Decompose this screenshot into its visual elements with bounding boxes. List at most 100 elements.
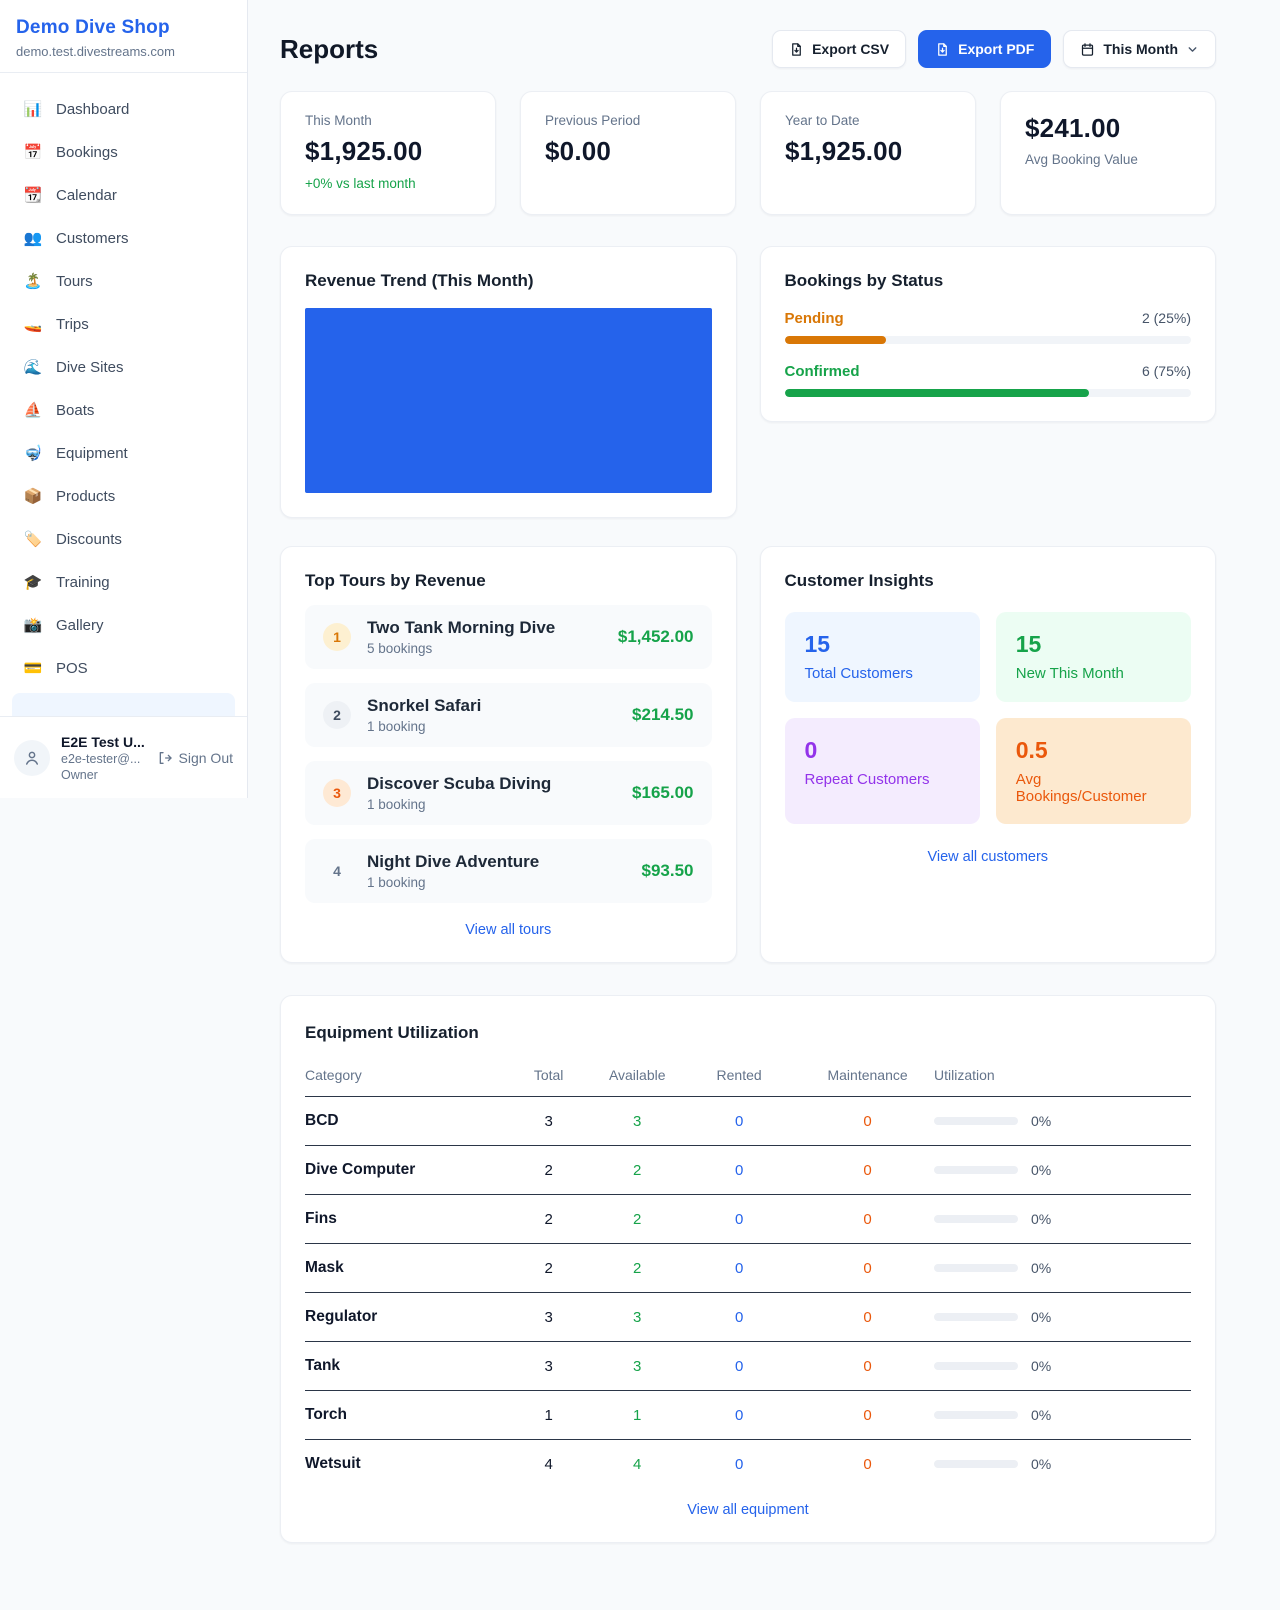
sidebar-item-products[interactable]: 📦 Products xyxy=(23,487,116,505)
rented-cell: 0 xyxy=(677,1292,802,1342)
sidebar-item-discounts[interactable]: 🏷️ Discounts xyxy=(23,530,122,548)
calendar-icon xyxy=(1082,42,1094,56)
sidebar-item-equipment[interactable]: 🤿 Equipment xyxy=(23,444,128,462)
total-cell: 3 xyxy=(499,1341,598,1391)
sidebar-item-calendar[interactable]: 📆 Calendar xyxy=(23,186,117,204)
rented-cell: 0 xyxy=(677,1390,802,1440)
pending-progress-fill xyxy=(784,336,887,344)
rented-cell: 0 xyxy=(734,1455,744,1473)
maintenance-cell: 0 xyxy=(801,1145,935,1195)
tour-revenue: $214.50 xyxy=(632,705,694,724)
period-selector[interactable]: This Month xyxy=(1063,30,1216,68)
sidebar-item-dive-sites[interactable]: 🌊 Dive Sites xyxy=(23,358,124,376)
table-header-row: Category Total Available Rented Maintena… xyxy=(305,1061,1191,1097)
tour-row[interactable]: 1 Two Tank Morning Dive 5 bookings $1,45… xyxy=(305,605,712,669)
tour-bookings: 1 booking xyxy=(367,797,426,812)
customer-insights-card: Customer Insights 15 Total Customers 15 … xyxy=(759,546,1216,963)
utilization-percent: 0% xyxy=(1031,1407,1052,1423)
maintenance-cell: 0 xyxy=(863,1455,872,1473)
total-cell: 4 xyxy=(544,1455,553,1473)
rented-cell: 0 xyxy=(677,1096,802,1146)
table-row: Fins 2 2 0 0 0% xyxy=(305,1194,1191,1244)
sidebar-item-gallery[interactable]: 📸 Gallery xyxy=(23,616,104,634)
sidebar-item-dashboard[interactable]: 📊 Dashboard xyxy=(23,100,130,118)
user-email: e2e-tester@... xyxy=(61,751,141,766)
available-cell: 4 xyxy=(633,1455,642,1473)
island-icon: 🏝️ xyxy=(23,272,43,290)
total-cell: 1 xyxy=(499,1390,598,1440)
table-row: Tank 3 3 0 0 0% xyxy=(305,1341,1191,1391)
shop-domain: demo.test.divestreams.com xyxy=(16,44,175,59)
export-pdf-button[interactable]: Export PDF xyxy=(918,30,1052,68)
sidebar-item-training[interactable]: 🎓 Training xyxy=(23,573,110,591)
pending-label: Pending xyxy=(784,310,844,327)
confirmed-value: 6 (75%) xyxy=(1141,363,1191,379)
tour-row[interactable]: 4 Night Dive Adventure 1 booking $93.50 xyxy=(305,839,712,903)
sidebar-item-tours[interactable]: 🏝️ Tours xyxy=(23,272,93,290)
graduation-cap-icon: 🎓 xyxy=(23,573,43,591)
tour-revenue: $165.00 xyxy=(632,783,694,802)
bookings-by-status-card: Bookings by Status Pending 2 (25%) Confi… xyxy=(759,246,1216,422)
insights-row: Top Tours by Revenue 1 Two Tank Morning … xyxy=(280,546,1216,963)
insight-tiles: 15 Total Customers 15 New This Month 0 R… xyxy=(784,612,1191,824)
utilization-cell: 0% xyxy=(934,1390,1191,1440)
chevron-down-icon xyxy=(1188,46,1197,52)
utilization-track xyxy=(934,1264,1019,1272)
export-csv-button[interactable]: Export CSV xyxy=(772,30,907,68)
brand-block: Demo Dive Shop demo.test.divestreams.com xyxy=(0,0,247,73)
page-header: Reports Export CSV Export PDF This Month xyxy=(280,30,1216,68)
sailboat-icon: ⛵ xyxy=(23,401,43,419)
revenue-trend-card: Revenue Trend (This Month) xyxy=(280,246,737,518)
sign-out-button[interactable]: Sign Out xyxy=(157,750,233,766)
tour-name: Two Tank Morning Dive xyxy=(367,618,556,637)
rented-cell: 0 xyxy=(677,1145,802,1195)
top-tours-title: Top Tours by Revenue xyxy=(305,571,486,590)
tear-off-calendar-icon: 📆 xyxy=(23,186,43,204)
utilization-track xyxy=(934,1117,1019,1125)
sidebar-item-reports-active[interactable] xyxy=(12,693,235,716)
available-cell: 2 xyxy=(597,1194,678,1244)
available-cell: 2 xyxy=(597,1243,678,1293)
logout-icon xyxy=(159,751,172,764)
sidebar-item-trips[interactable]: 🚤 Trips xyxy=(23,315,89,333)
label-tag-icon: 🏷️ xyxy=(23,530,43,548)
diving-mask-icon: 🤿 xyxy=(23,444,43,462)
view-all-customers-link[interactable]: View all customers xyxy=(927,849,1049,865)
user-name: E2E Test U... xyxy=(61,733,145,750)
utilization-cell: 0% xyxy=(934,1341,1191,1391)
sidebar-item-customers[interactable]: 👥 Customers xyxy=(23,229,129,247)
wave-icon: 🌊 xyxy=(23,358,43,376)
utilization-percent: 0% xyxy=(1031,1162,1052,1178)
tour-row[interactable]: 3 Discover Scuba Diving 1 booking $165.0… xyxy=(305,761,712,825)
sidebar: Demo Dive Shop demo.test.divestreams.com… xyxy=(0,0,248,798)
equipment-utilization-card: Equipment Utilization Category Total Ava… xyxy=(280,995,1216,1543)
utilization-track xyxy=(934,1411,1019,1419)
tile-total-customers: 15 Total Customers xyxy=(784,612,980,702)
customer-insights-title: Customer Insights xyxy=(784,571,934,590)
previous-period-value: $0.00 xyxy=(545,136,612,166)
view-all-tours-link[interactable]: View all tours xyxy=(465,922,552,938)
sidebar-item-boats[interactable]: ⛵ Boats xyxy=(23,401,95,419)
tour-name: Night Dive Adventure xyxy=(367,852,540,871)
sidebar-item-bookings[interactable]: 📅 Bookings xyxy=(23,143,118,161)
table-row: Dive Computer 2 2 0 0 0% xyxy=(305,1145,1191,1195)
tour-name: Snorkel Safari xyxy=(367,696,482,715)
card-year-to-date: Year to Date $1,925.00 xyxy=(760,91,976,215)
calendar-date-icon: 📅 xyxy=(23,143,43,161)
tile-repeat-customers: 0 Repeat Customers xyxy=(784,718,980,824)
view-all-equipment-link[interactable]: View all equipment xyxy=(687,1502,809,1518)
utilization-cell: 0% xyxy=(934,1145,1191,1195)
card-this-month: This Month $1,925.00 +0% vs last month xyxy=(280,91,496,215)
rank-badge: 4 xyxy=(333,863,341,879)
category-cell: BCD xyxy=(305,1096,500,1146)
this-month-value: $1,925.00 xyxy=(305,136,423,166)
delta-vs-last-month: +0% vs last month xyxy=(305,176,416,191)
tour-row[interactable]: 2 Snorkel Safari 1 booking $214.50 xyxy=(305,683,712,747)
category-cell: Fins xyxy=(305,1194,500,1244)
top-tours-card: Top Tours by Revenue 1 Two Tank Morning … xyxy=(280,546,737,963)
package-icon: 📦 xyxy=(23,487,43,505)
rented-cell: 0 xyxy=(677,1194,802,1244)
available-cell: 3 xyxy=(597,1292,678,1342)
sidebar-item-pos[interactable]: 💳 POS xyxy=(23,659,88,677)
tour-revenue: $1,452.00 xyxy=(617,627,694,646)
